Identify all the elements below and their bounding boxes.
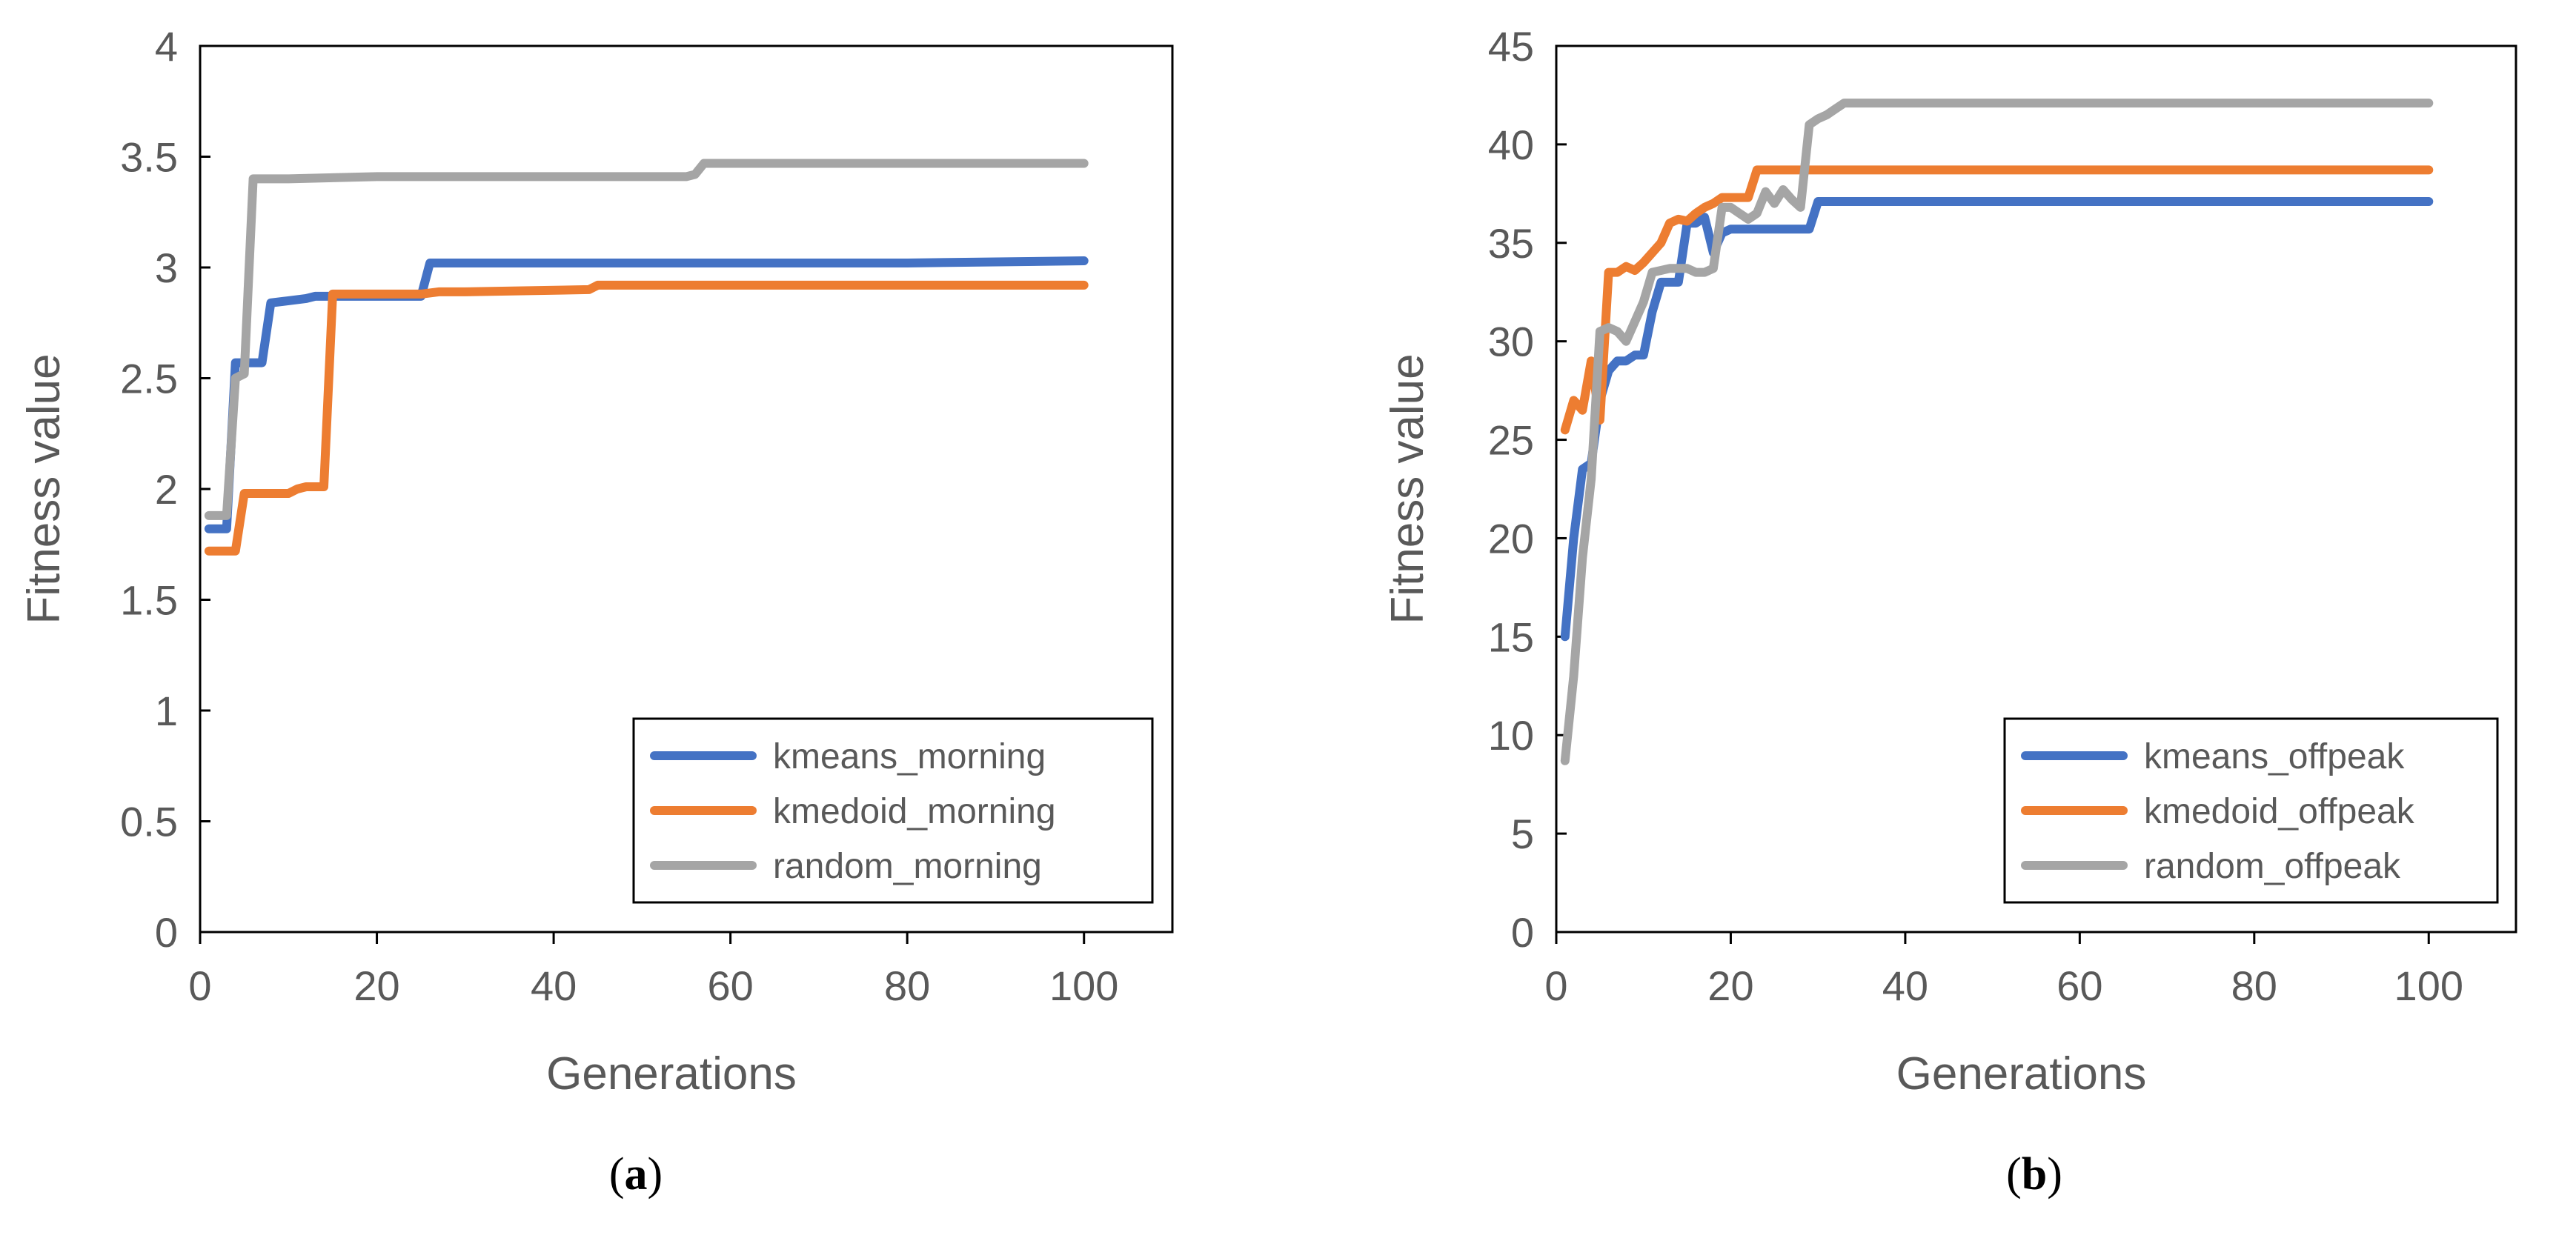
caption-letter: b: [2022, 1149, 2047, 1200]
y-tick-label: 2.5: [120, 356, 178, 402]
legend-label: kmeans_offpeak: [2144, 737, 2405, 776]
series-line-random-offpeak: [1560, 99, 2434, 765]
x-tick-label: 20: [353, 962, 399, 1009]
legend-label: random_morning: [773, 847, 1042, 886]
y-tick-label: 40: [1488, 122, 1534, 168]
x-tick-label: 80: [884, 962, 930, 1009]
caption-close-paren: ): [648, 1149, 663, 1200]
y-tick-label: 35: [1488, 220, 1534, 267]
y-tick-label: 30: [1488, 319, 1534, 365]
y-tick-label: 25: [1488, 417, 1534, 464]
x-axis-title: Generations: [546, 1048, 797, 1099]
y-tick-label: 4: [155, 23, 178, 70]
panel-caption: (a): [609, 1149, 663, 1200]
y-tick-label: 3: [155, 244, 178, 291]
y-tick-label: 15: [1488, 613, 1534, 660]
legend-label: random_offpeak: [2144, 847, 2401, 886]
x-axis-title: Generations: [1896, 1048, 2147, 1099]
x-tick-label: 100: [2394, 962, 2463, 1009]
caption-letter: a: [625, 1149, 648, 1200]
y-tick-label: 0: [1511, 909, 1534, 956]
legend-label: kmeans_morning: [773, 737, 1046, 776]
chart-panel-a: 00.511.522.533.540 20 40 60 80 100Generations…: [19, 23, 1174, 1200]
series-line-random-morning: [204, 159, 1089, 520]
x-tick-label: 60: [2057, 962, 2102, 1009]
y-axis-title: Fitness value: [1382, 353, 1433, 624]
y-axis-title: Fitness value: [19, 353, 70, 624]
legend-label: kmedoid_offpeak: [2144, 792, 2415, 831]
caption-close-paren: ): [2047, 1149, 2062, 1200]
x-tick-label: 40: [1882, 962, 1928, 1009]
x-tick-label: 80: [2231, 962, 2277, 1009]
y-tick-label: 10: [1488, 712, 1534, 759]
x-tick-label: 100: [1049, 962, 1118, 1009]
caption-open-paren: (: [609, 1149, 625, 1200]
y-tick-label: 0.5: [120, 799, 178, 845]
series-line-kmedoid-morning: [204, 280, 1089, 556]
legend-label: kmedoid_morning: [773, 792, 1056, 831]
x-tick-label: 20: [1707, 962, 1753, 1009]
y-tick-label: 2: [155, 466, 178, 513]
x-tick-label: 60: [707, 962, 753, 1009]
panel-caption: (b): [2006, 1149, 2062, 1200]
series-line-kmedoid-offpeak: [1560, 165, 2434, 435]
caption-open-paren: (: [2006, 1149, 2022, 1200]
y-tick-label: 45: [1488, 23, 1534, 70]
y-tick-label: 3.5: [120, 134, 178, 181]
x-tick-label: 40: [531, 962, 577, 1009]
plot-area-frame: [1555, 44, 2517, 934]
y-tick-label: 20: [1488, 515, 1534, 562]
chart-panel-b: 0 5 10 15 20 25 30 35 40 45 0 20 40 60 80 100 Generation…: [1382, 23, 2517, 1200]
y-tick-label: 5: [1511, 811, 1534, 857]
x-tick-label: 0: [1544, 962, 1567, 1009]
y-tick-label: 0: [155, 909, 178, 956]
y-tick-label: 1: [155, 688, 178, 734]
y-tick-label: 1.5: [120, 577, 178, 624]
x-tick-label: 0: [188, 962, 211, 1009]
